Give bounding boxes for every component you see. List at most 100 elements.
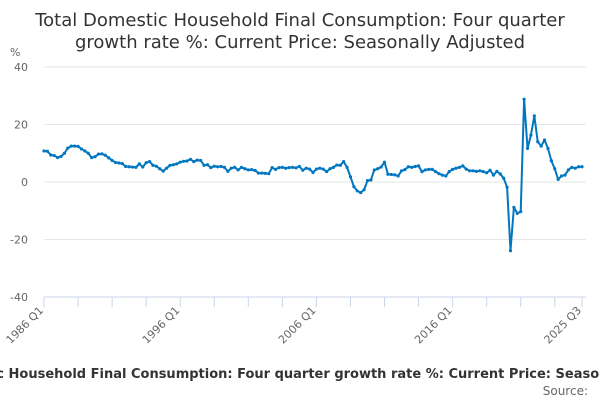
data-point <box>161 169 165 173</box>
data-point <box>478 169 482 173</box>
data-point <box>130 165 135 169</box>
data-point <box>96 152 101 156</box>
data-point <box>508 249 513 253</box>
data-point <box>185 159 189 163</box>
data-point <box>301 168 305 172</box>
data-point <box>236 168 240 172</box>
data-point <box>389 172 393 177</box>
data-point <box>42 149 46 153</box>
data-point <box>147 159 152 164</box>
data-point <box>413 164 417 169</box>
data-point <box>542 138 547 142</box>
data-point <box>338 163 342 167</box>
data-point <box>113 160 118 165</box>
data-point <box>556 177 560 182</box>
data-point <box>399 169 404 173</box>
data-point <box>325 170 329 174</box>
data-point <box>178 160 182 164</box>
data-point <box>406 165 410 169</box>
data-point <box>352 185 356 189</box>
data-point <box>182 159 186 163</box>
data-point <box>107 156 111 160</box>
data-point <box>307 167 312 171</box>
data-point <box>59 154 63 159</box>
data-point <box>90 155 94 160</box>
data-point <box>451 167 455 171</box>
data-point <box>290 165 295 169</box>
data-point <box>188 157 193 161</box>
data-point <box>246 168 250 172</box>
data-point <box>199 158 203 163</box>
x-tick-label: 2016 Q1 <box>412 304 455 347</box>
data-point <box>284 166 288 170</box>
data-point <box>124 164 128 169</box>
legend-item[interactable]: Total Domestic Household Final Consumpti… <box>0 367 600 382</box>
data-point <box>205 163 210 167</box>
data-point <box>110 158 114 163</box>
data-point <box>144 161 148 165</box>
data-point <box>430 167 434 171</box>
data-point <box>539 144 543 148</box>
data-point <box>86 151 90 155</box>
data-point <box>566 168 570 172</box>
data-point <box>263 171 267 175</box>
chart-title-line-2: growth rate %: Current Price: Seasonally… <box>75 32 525 53</box>
data-point <box>314 167 319 171</box>
data-point <box>457 165 462 169</box>
data-point <box>563 173 567 177</box>
data-point <box>512 205 516 209</box>
data-point <box>416 164 421 168</box>
source-label: Source: <box>543 384 588 398</box>
data-point <box>396 174 400 178</box>
data-point <box>474 169 479 173</box>
data-point <box>120 162 124 166</box>
data-point <box>379 165 383 169</box>
data-point <box>239 165 244 169</box>
data-point <box>536 140 540 144</box>
data-point <box>62 151 67 155</box>
data-point <box>222 165 227 169</box>
data-point <box>250 168 254 172</box>
y-tick-label: -20 <box>10 234 28 247</box>
data-point <box>382 160 387 164</box>
data-point <box>485 171 489 175</box>
data-point <box>233 165 237 169</box>
data-point <box>386 172 390 176</box>
data-point <box>267 172 271 176</box>
data-point <box>365 178 370 183</box>
data-point <box>331 165 336 169</box>
data-point <box>376 167 380 171</box>
data-point <box>103 153 107 157</box>
data-point <box>328 167 332 171</box>
data-point <box>277 166 281 170</box>
data-point <box>52 153 56 158</box>
data-point <box>454 166 458 170</box>
data-point <box>164 166 169 170</box>
data-point <box>433 170 438 174</box>
data-point <box>212 164 216 168</box>
data-point <box>270 166 274 170</box>
data-point <box>529 133 533 137</box>
data-point <box>175 162 179 166</box>
data-point <box>45 149 50 153</box>
data-point <box>158 167 162 171</box>
y-tick-label: 20 <box>14 119 28 132</box>
data-point <box>287 166 291 170</box>
data-point <box>294 166 298 170</box>
data-point <box>202 163 206 167</box>
data-point <box>362 188 366 192</box>
data-point <box>495 169 499 173</box>
y-tick-label: 40 <box>14 61 28 74</box>
data-point <box>56 155 60 160</box>
data-point <box>321 167 325 171</box>
data-point <box>464 167 468 171</box>
data-point <box>444 174 448 178</box>
data-point <box>154 164 158 168</box>
data-point <box>461 164 465 168</box>
data-point <box>345 165 349 169</box>
data-point <box>525 146 530 150</box>
data-point <box>570 165 574 169</box>
data-point <box>491 173 496 177</box>
data-point <box>79 147 84 151</box>
